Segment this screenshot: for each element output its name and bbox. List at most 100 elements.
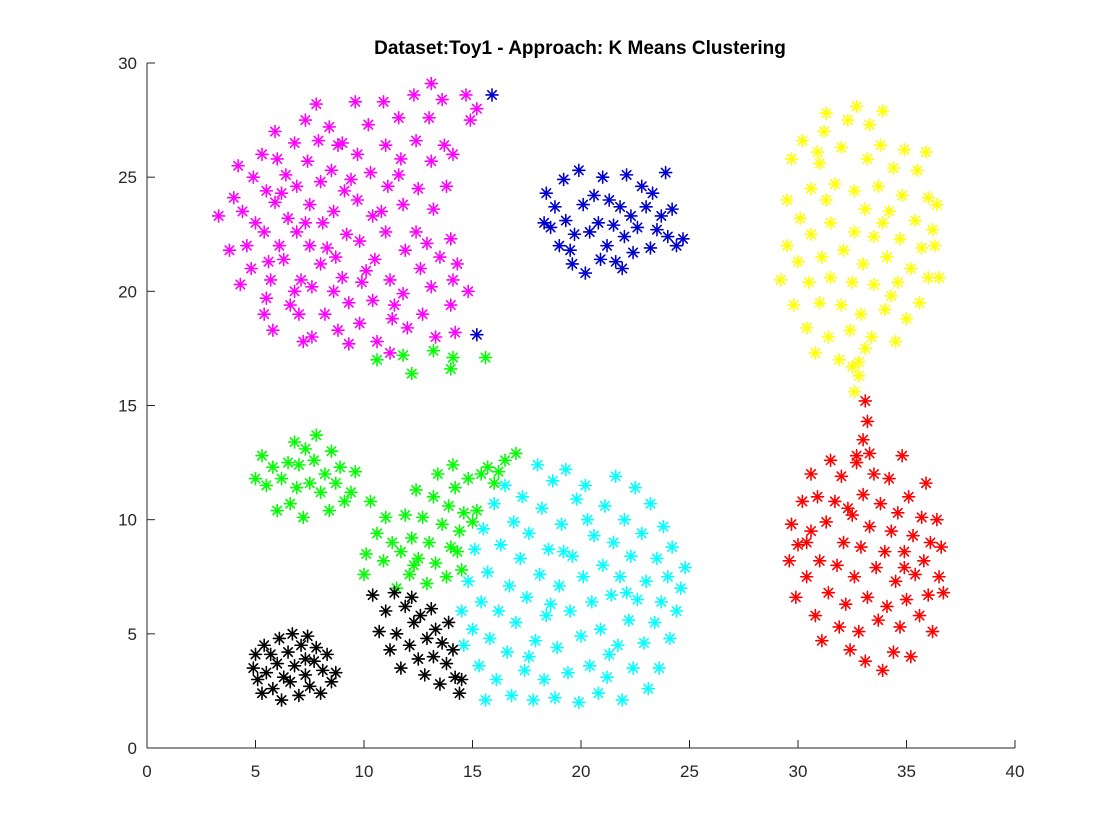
data-point <box>361 117 376 132</box>
data-point <box>914 510 929 525</box>
data-point <box>910 163 925 178</box>
data-point <box>480 460 495 474</box>
data-point <box>871 179 886 194</box>
data-point <box>791 254 805 269</box>
data-point <box>270 503 285 518</box>
data-point <box>545 474 560 488</box>
data-point <box>272 238 287 253</box>
data-point <box>287 658 302 673</box>
data-point <box>222 243 237 258</box>
data-point <box>328 250 343 264</box>
data-point <box>372 624 386 639</box>
data-point <box>383 273 397 287</box>
data-point <box>791 537 805 552</box>
data-point <box>461 284 475 299</box>
data-point <box>378 225 393 239</box>
data-point <box>276 252 291 267</box>
data-point <box>409 133 423 148</box>
data-point <box>257 307 271 321</box>
data-point <box>263 273 278 287</box>
data-point <box>337 184 352 198</box>
data-point <box>641 681 656 696</box>
data-point <box>446 458 460 472</box>
data-point <box>789 590 803 605</box>
data-point <box>450 257 465 271</box>
data-point <box>446 350 460 365</box>
data-point <box>919 145 933 159</box>
data-point <box>376 553 391 568</box>
data-point <box>227 190 241 205</box>
data-point <box>830 558 844 573</box>
data-point <box>480 565 495 579</box>
data-point <box>424 76 439 91</box>
data-point <box>370 526 384 541</box>
data-point <box>815 250 829 264</box>
data-point <box>424 154 439 168</box>
data-point <box>435 636 449 650</box>
data-point <box>407 88 421 102</box>
data-point <box>838 597 853 611</box>
data-point <box>457 506 471 520</box>
data-point <box>654 595 669 609</box>
data-point <box>600 238 614 253</box>
data-point <box>888 574 903 589</box>
data-point <box>283 496 298 511</box>
data-point <box>860 414 875 429</box>
data-point <box>279 168 293 182</box>
data-point <box>450 544 465 559</box>
data-point <box>396 348 410 363</box>
data-point <box>912 608 927 623</box>
data-point <box>454 604 469 618</box>
data-point <box>550 640 564 655</box>
data-point <box>600 670 614 685</box>
data-point <box>250 672 265 687</box>
data-point <box>509 615 523 630</box>
data-point <box>417 668 432 682</box>
data-point <box>309 428 324 442</box>
x-tick-label: 20 <box>572 762 591 781</box>
data-point <box>613 569 627 584</box>
data-point <box>394 544 408 559</box>
data-point <box>305 279 319 294</box>
data-point <box>478 693 493 707</box>
data-point <box>873 496 888 511</box>
data-point <box>411 551 426 566</box>
data-point <box>470 503 484 518</box>
data-point <box>582 225 597 239</box>
data-point <box>457 638 471 653</box>
data-point <box>255 448 269 463</box>
data-point <box>847 225 862 239</box>
data-point <box>834 140 849 155</box>
data-point <box>428 622 443 637</box>
data-point <box>339 227 354 242</box>
data-point <box>880 599 894 614</box>
data-point <box>246 170 261 184</box>
data-point <box>441 615 456 630</box>
data-point <box>602 193 617 207</box>
data-point <box>891 275 905 290</box>
data-point <box>331 138 345 152</box>
data-point <box>574 629 588 643</box>
data-point <box>328 665 343 680</box>
data-point <box>435 517 449 532</box>
data-point <box>302 476 317 490</box>
data-point <box>634 179 649 194</box>
data-point <box>802 275 816 290</box>
data-point <box>621 613 636 627</box>
data-point <box>858 654 873 669</box>
data-point <box>780 238 794 253</box>
data-point <box>854 307 868 321</box>
data-point <box>569 492 584 506</box>
data-point <box>841 113 855 127</box>
data-point <box>274 186 289 200</box>
data-point <box>513 551 528 566</box>
data-point <box>287 136 302 150</box>
series-2-points <box>773 99 946 399</box>
data-point <box>266 323 280 337</box>
data-point <box>402 567 417 582</box>
data-point <box>383 643 397 657</box>
data-point <box>658 165 673 180</box>
data-point <box>342 337 356 351</box>
data-point <box>917 553 931 568</box>
data-point <box>359 263 373 278</box>
